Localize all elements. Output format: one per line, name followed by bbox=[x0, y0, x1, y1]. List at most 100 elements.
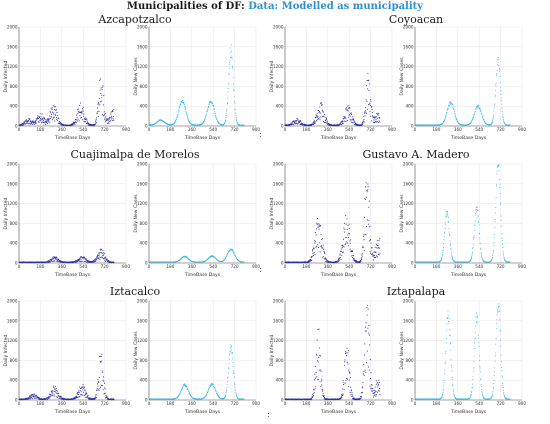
data-point bbox=[366, 350, 368, 352]
data-point bbox=[48, 395, 50, 398]
data-point bbox=[374, 121, 376, 123]
data-point bbox=[323, 394, 325, 396]
data-point bbox=[482, 116, 484, 118]
data-point bbox=[449, 240, 451, 242]
data-point bbox=[227, 251, 229, 253]
data-point bbox=[495, 90, 497, 92]
data-point bbox=[317, 119, 319, 121]
data-point bbox=[367, 327, 369, 329]
data-point bbox=[48, 119, 50, 121]
municipality-title: Iztapalapa bbox=[386, 285, 446, 298]
y-axis-label: Daily New Cases bbox=[133, 194, 139, 233]
x-tick-label: 720 bbox=[367, 401, 375, 406]
data-point bbox=[476, 105, 478, 107]
data-point bbox=[342, 122, 344, 124]
data-point bbox=[112, 118, 114, 120]
data-point bbox=[492, 249, 494, 251]
x-tick-label: 540 bbox=[345, 264, 353, 269]
data-point bbox=[324, 114, 326, 116]
y-axis-label: Daily Infected bbox=[3, 334, 9, 366]
data-point bbox=[500, 87, 502, 89]
data-point bbox=[452, 107, 454, 109]
y-tick-label: 400 bbox=[276, 241, 284, 246]
data-point bbox=[479, 107, 481, 109]
chart-panel-data: 0 400 800 1200 1600 2000 0 180 360 540 720 900 TimeB… bbox=[2, 160, 130, 279]
data-point bbox=[364, 343, 366, 345]
data-point bbox=[495, 337, 497, 339]
data-point bbox=[51, 109, 53, 111]
data-point bbox=[502, 385, 504, 387]
data-point bbox=[372, 259, 374, 261]
y-tick-label: 1600 bbox=[403, 318, 414, 323]
data-point bbox=[497, 307, 499, 309]
data-point bbox=[322, 121, 324, 123]
data-point bbox=[340, 248, 342, 250]
data-point bbox=[323, 250, 325, 253]
data-point bbox=[232, 366, 234, 368]
data-point bbox=[34, 123, 36, 125]
data-point bbox=[369, 102, 371, 104]
data-point bbox=[375, 395, 377, 397]
data-point bbox=[448, 104, 450, 106]
y-tick-label: 1200 bbox=[273, 338, 284, 343]
data-point bbox=[55, 389, 57, 391]
data-point bbox=[54, 395, 56, 397]
data-point bbox=[297, 123, 299, 125]
data-point bbox=[87, 396, 89, 398]
data-point bbox=[36, 396, 38, 398]
data-point bbox=[183, 104, 185, 106]
data-point bbox=[225, 256, 227, 258]
series-points bbox=[414, 303, 511, 400]
data-point bbox=[319, 112, 321, 114]
data-point bbox=[232, 370, 234, 372]
data-point bbox=[491, 396, 493, 398]
data-point bbox=[445, 350, 447, 352]
data-point bbox=[186, 116, 188, 118]
data-point bbox=[174, 121, 176, 123]
data-point bbox=[450, 101, 452, 103]
chart-panel-model: 0 400 800 1200 1600 2000 0 180 360 540 720 900 TimeB… bbox=[398, 160, 526, 279]
data-point bbox=[80, 111, 82, 113]
data-point bbox=[501, 375, 503, 377]
data-point bbox=[107, 118, 109, 120]
data-point bbox=[27, 123, 29, 125]
data-point bbox=[100, 355, 102, 357]
data-point bbox=[366, 306, 368, 308]
data-point bbox=[318, 223, 320, 225]
data-point bbox=[370, 115, 372, 117]
data-point bbox=[179, 106, 181, 108]
data-point bbox=[232, 361, 234, 363]
data-point bbox=[82, 391, 84, 393]
data-point bbox=[55, 392, 57, 394]
data-point bbox=[368, 220, 370, 222]
data-point bbox=[55, 108, 57, 111]
data-point bbox=[503, 254, 505, 256]
data-point bbox=[316, 224, 318, 226]
y-axis-label: Daily New Cases bbox=[133, 57, 139, 96]
data-point bbox=[46, 121, 48, 123]
data-point bbox=[496, 73, 498, 75]
data-point bbox=[313, 392, 315, 394]
data-point bbox=[451, 378, 453, 380]
data-point bbox=[474, 111, 476, 113]
data-point bbox=[492, 251, 494, 253]
data-point bbox=[377, 247, 379, 249]
data-point bbox=[345, 243, 347, 245]
data-point bbox=[377, 256, 379, 258]
data-point bbox=[99, 360, 101, 363]
data-point bbox=[361, 256, 363, 258]
axes bbox=[284, 301, 392, 401]
data-point bbox=[186, 114, 188, 116]
data-point bbox=[232, 68, 234, 70]
municipality-title: Cuajimalpa de Morelos bbox=[70, 148, 200, 161]
data-point bbox=[321, 239, 323, 241]
data-point bbox=[483, 119, 485, 121]
data-point bbox=[365, 330, 367, 332]
data-point bbox=[479, 237, 481, 239]
data-point bbox=[366, 112, 368, 114]
data-point bbox=[452, 104, 454, 106]
data-point bbox=[441, 394, 443, 396]
data-point bbox=[207, 109, 209, 111]
x-tick-label: 900 bbox=[518, 401, 526, 406]
